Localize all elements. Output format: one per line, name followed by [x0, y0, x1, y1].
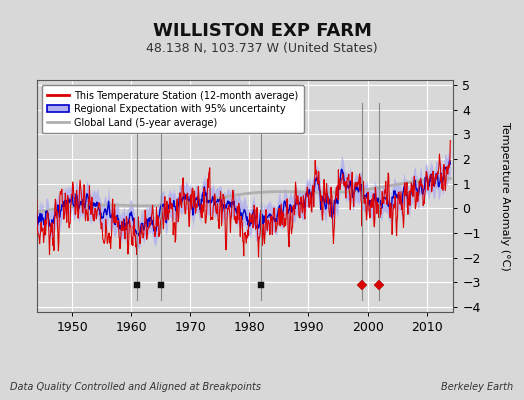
Text: 48.138 N, 103.737 W (United States): 48.138 N, 103.737 W (United States): [146, 42, 378, 55]
Text: Data Quality Controlled and Aligned at Breakpoints: Data Quality Controlled and Aligned at B…: [10, 382, 261, 392]
Text: WILLISTON EXP FARM: WILLISTON EXP FARM: [152, 22, 372, 40]
Y-axis label: Temperature Anomaly (°C): Temperature Anomaly (°C): [500, 122, 510, 270]
Text: Berkeley Earth: Berkeley Earth: [441, 382, 514, 392]
